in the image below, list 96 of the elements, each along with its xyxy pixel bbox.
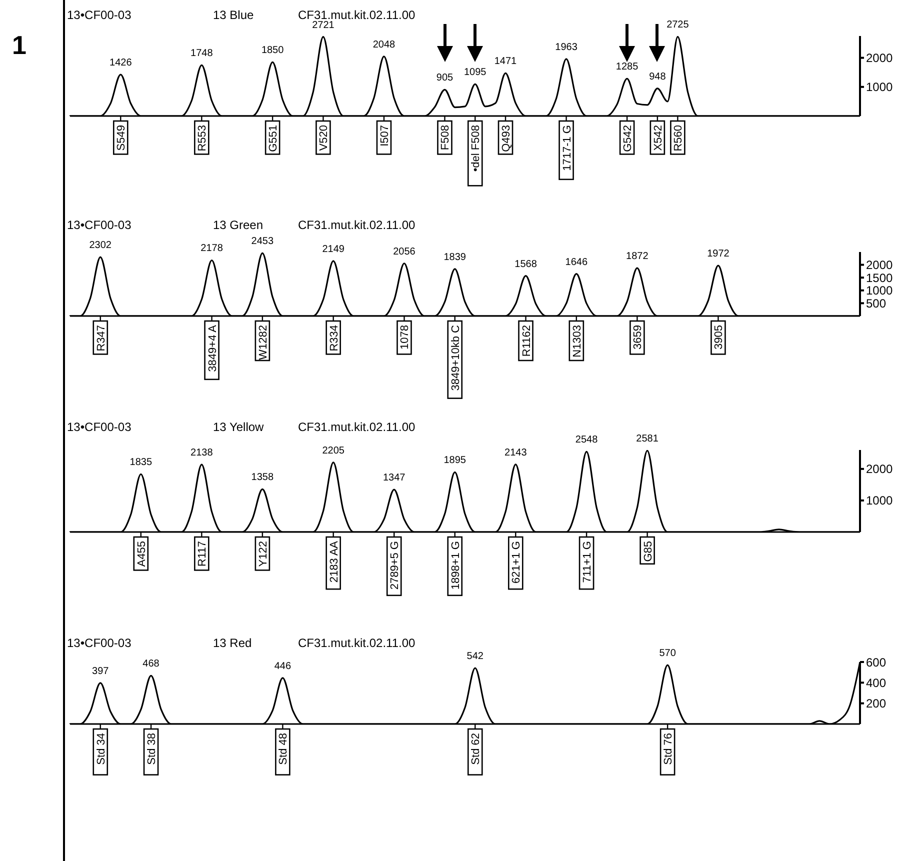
x-tick-label: I507 bbox=[378, 125, 391, 146]
x-tick-label: R334 bbox=[328, 325, 340, 352]
y-tick-label: 400 bbox=[866, 676, 886, 690]
x-tick-label: W1282 bbox=[257, 325, 270, 360]
text: CF31.mut.kit.02.11.00 bbox=[298, 218, 416, 232]
data-label: 2149 bbox=[322, 244, 345, 255]
x-tick-label: 3659 bbox=[632, 325, 644, 350]
y-tick-label: 2000 bbox=[866, 258, 894, 272]
x-tick-label: 3905 bbox=[713, 325, 726, 350]
data-label: 1471 bbox=[494, 56, 518, 68]
x-tick-label: R1162 bbox=[520, 325, 533, 357]
y-tick-label: 2000 bbox=[866, 51, 894, 66]
x-tick-label: R553 bbox=[196, 125, 209, 152]
data-label: 1347 bbox=[382, 472, 406, 484]
chart-title: 13•CF00-03 bbox=[67, 218, 132, 232]
data-label: 1963 bbox=[555, 42, 578, 53]
x-tick-label: •del F508 bbox=[470, 125, 482, 172]
text: 1 bbox=[12, 30, 26, 61]
x-tick-label: 2789+5 G bbox=[389, 541, 402, 590]
text: CF31.mut.kit.02.11.00 bbox=[298, 420, 416, 434]
data-label: 1426 bbox=[110, 58, 132, 69]
x-tick-label: 621+1 G bbox=[510, 541, 523, 584]
x-tick-label: 2183 AA bbox=[328, 540, 340, 583]
x-tick-label: 711+1 G bbox=[582, 541, 594, 583]
x-tick-label: G551 bbox=[268, 125, 280, 152]
chart-subtitle: 13 Blue bbox=[213, 8, 254, 22]
data-label: 948 bbox=[649, 71, 666, 82]
y-tick-label: 200 bbox=[866, 696, 886, 711]
x-tick-label: Std 48 bbox=[278, 733, 290, 765]
text: CF31.mut.kit.02.11.00 bbox=[298, 8, 416, 22]
y-tick-label: 1500 bbox=[866, 270, 894, 285]
data-label: 1895 bbox=[444, 455, 466, 466]
x-tick-label: 3849+10kb C bbox=[450, 324, 462, 391]
data-label: 2453 bbox=[251, 236, 274, 248]
data-label: 2138 bbox=[190, 448, 214, 459]
data-label: 2178 bbox=[200, 243, 224, 254]
data-label: 446 bbox=[274, 660, 292, 672]
x-tick-label: Q493 bbox=[500, 125, 513, 152]
text: CF31.mut.kit.02.11.00 bbox=[298, 636, 416, 650]
chart-subtitle: 13 Yellow bbox=[213, 420, 264, 434]
x-tick-label: A455 bbox=[136, 541, 148, 567]
x-tick-label: Std 38 bbox=[146, 733, 158, 765]
data-label: 2548 bbox=[575, 434, 598, 446]
x-tick-label: S549 bbox=[116, 125, 128, 151]
x-tick-label: G542 bbox=[622, 125, 634, 152]
x-tick-label: X542 bbox=[652, 125, 664, 151]
data-label: 2205 bbox=[322, 445, 345, 456]
data-label: 1095 bbox=[464, 67, 487, 78]
x-tick-label: F508 bbox=[440, 125, 452, 150]
x-tick-label: G85 bbox=[642, 541, 654, 562]
data-label: 2581 bbox=[636, 434, 659, 445]
x-tick-label: V520 bbox=[318, 125, 330, 151]
chart-title: 13•CF00-03 bbox=[67, 636, 132, 650]
chart-title: 13•CF00-03 bbox=[67, 8, 132, 22]
data-label: 570 bbox=[659, 648, 676, 660]
x-tick-label: Std 76 bbox=[662, 733, 675, 765]
data-label: 1839 bbox=[444, 252, 466, 263]
data-label: 2048 bbox=[372, 39, 396, 50]
data-label: 905 bbox=[436, 72, 454, 84]
y-tick-label: 1000 bbox=[866, 284, 894, 298]
data-label: 1835 bbox=[130, 457, 152, 468]
x-tick-label: Y122 bbox=[257, 541, 270, 567]
x-tick-label: R117 bbox=[196, 541, 209, 566]
x-tick-label: R347 bbox=[95, 325, 108, 352]
x-tick-label: Std 34 bbox=[95, 733, 108, 765]
data-label: 1358 bbox=[251, 472, 274, 484]
data-label: 1748 bbox=[190, 48, 214, 60]
y-tick-label: 600 bbox=[866, 655, 886, 670]
data-label: 468 bbox=[142, 658, 160, 670]
chart-subtitle: 13 Red bbox=[213, 636, 252, 650]
x-tick-label: N1303 bbox=[571, 325, 584, 358]
data-label: 2143 bbox=[504, 447, 528, 458]
data-label: 2302 bbox=[89, 240, 112, 252]
data-label: 2721 bbox=[312, 20, 335, 31]
data-label: 2056 bbox=[393, 246, 416, 258]
x-tick-label: 1898+1 G bbox=[450, 541, 462, 590]
y-tick-label: 1000 bbox=[866, 494, 894, 508]
data-label: 2725 bbox=[666, 20, 690, 31]
data-label: 1285 bbox=[616, 62, 639, 73]
x-tick-label: Std 62 bbox=[470, 733, 482, 765]
x-tick-label: R560 bbox=[672, 125, 685, 152]
data-label: 1972 bbox=[707, 248, 730, 260]
data-label: 1568 bbox=[514, 258, 538, 270]
data-label: 1850 bbox=[261, 45, 284, 56]
data-label: 1646 bbox=[565, 256, 588, 268]
y-tick-label: 1000 bbox=[866, 80, 894, 94]
data-label: 1872 bbox=[626, 251, 649, 262]
data-label: 542 bbox=[466, 650, 484, 662]
chart-subtitle: 13 Green bbox=[213, 218, 264, 232]
x-tick-label: 3849+4 A bbox=[206, 324, 219, 372]
y-tick-label: 500 bbox=[866, 296, 886, 310]
x-tick-label: 1078 bbox=[399, 325, 412, 350]
data-label: 397 bbox=[92, 666, 110, 677]
x-tick-label: 1717-1 G bbox=[561, 125, 574, 171]
y-tick-label: 2000 bbox=[866, 462, 894, 476]
chart-title: 13•CF00-03 bbox=[67, 420, 132, 434]
